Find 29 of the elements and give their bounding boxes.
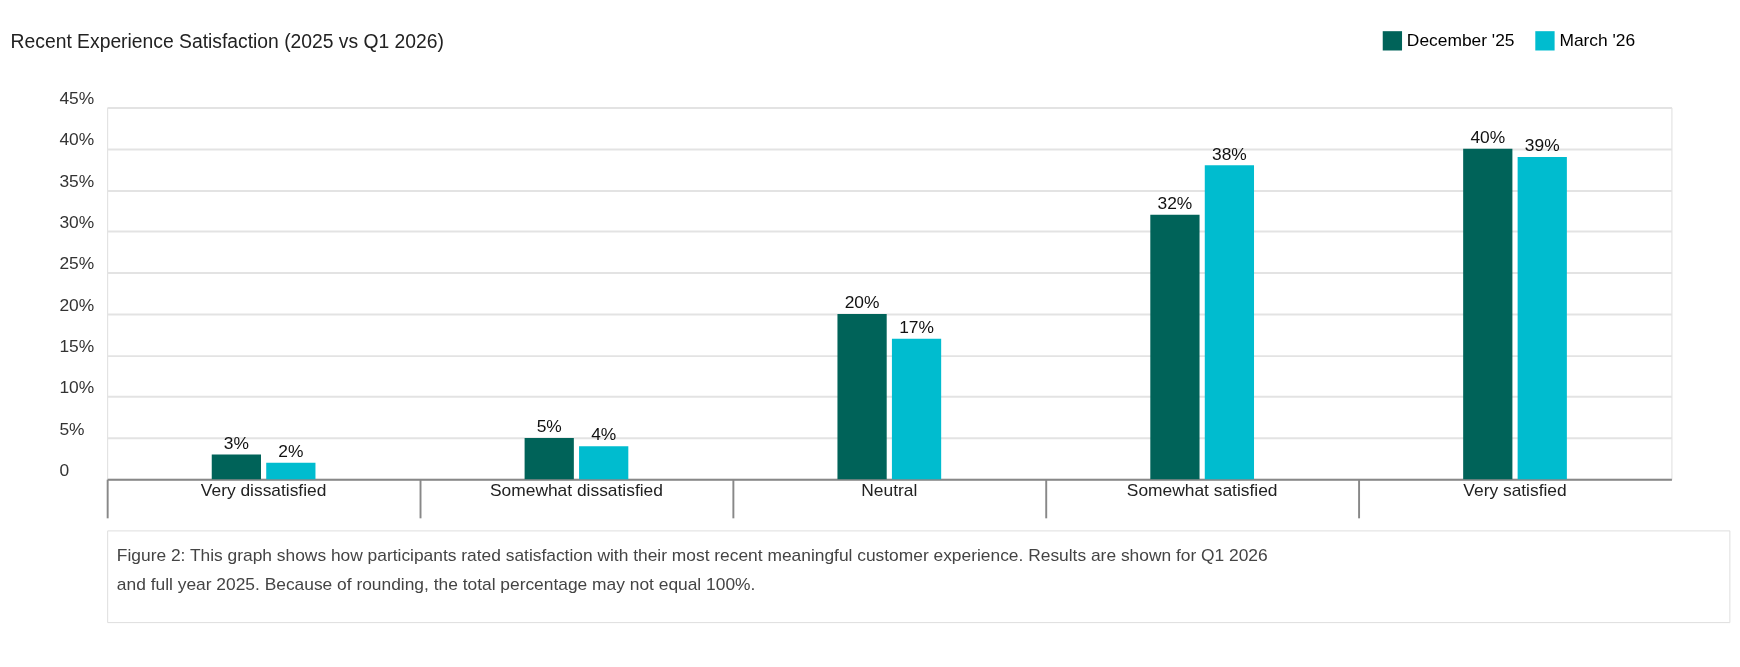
y-tick-label: 0 — [59, 459, 70, 480]
y-tick-label: 5% — [59, 418, 85, 439]
x-tick-label: Very satisfied — [1463, 480, 1567, 501]
x-tick-label: Somewhat satisfied — [1126, 480, 1278, 501]
legend-label: March '26 — [1559, 29, 1636, 50]
data-label: 2% — [278, 440, 304, 461]
y-tick-label: 35% — [59, 170, 95, 191]
y-tick-label: 40% — [59, 129, 95, 150]
x-tick-label: Somewhat dissatisfied — [490, 480, 663, 501]
y-tick-label: 45% — [59, 88, 95, 109]
y-tick-label: 15% — [59, 335, 95, 356]
y-tick-label: 30% — [59, 212, 95, 232]
y-tick-label: 10% — [59, 377, 95, 398]
y-tick-label: 20% — [59, 294, 95, 315]
chart-title: Recent Experience Satisfaction (2025 vs Q1 2026) — [10, 30, 444, 52]
legend-label: December '25 — [1406, 29, 1515, 50]
y-tick-label: 25% — [59, 253, 95, 274]
data-label: 4% — [591, 424, 617, 445]
data-label: 38% — [1212, 143, 1247, 164]
data-label: 5% — [536, 416, 562, 437]
data-label: 20% — [844, 292, 880, 313]
data-label: 17% — [899, 316, 934, 337]
data-label: 3% — [223, 432, 249, 453]
data-label: 39% — [1524, 135, 1560, 156]
x-tick-label: Neutral — [861, 480, 918, 501]
caption: Figure 2: This graph shows how participants rated satisfaction with their most recent meaningful customer experience. Results are shown for Q1 2026 and full year 2025. Because of rounding, the total percentage may not equal 100%. — [116, 545, 1268, 595]
data-label: 32% — [1157, 193, 1193, 214]
x-tick-label: Very dissatisfied — [200, 480, 327, 501]
data-label: 40% — [1470, 126, 1506, 147]
